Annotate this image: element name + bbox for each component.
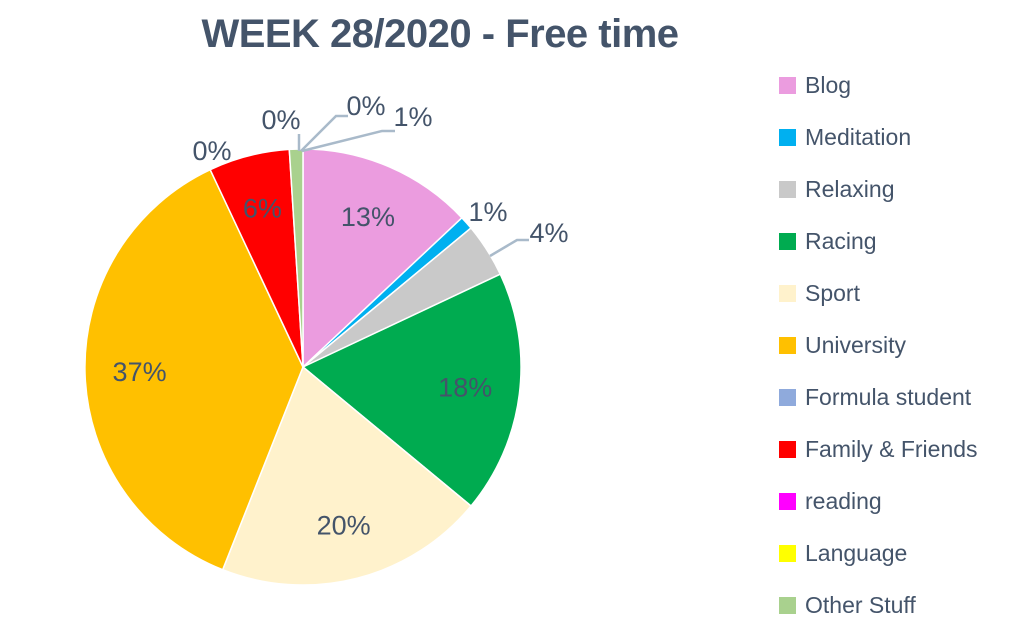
legend-label-family-friends: Family & Friends <box>805 436 978 462</box>
legend-label-blog: Blog <box>805 72 852 98</box>
legend-item-reading: reading <box>779 488 978 514</box>
leader-line-other-stuff <box>301 129 395 153</box>
legend-swatch-reading <box>779 493 796 510</box>
slice-label-formula-student: 0% <box>192 136 231 166</box>
legend-swatch-family-friends <box>779 441 796 458</box>
legend-swatch-language <box>779 545 796 562</box>
pie-slice-university <box>84 168 304 571</box>
legend-swatch-university <box>779 337 796 354</box>
leader-line-relaxing <box>489 238 529 258</box>
slice-label-sport: 20% <box>317 510 371 540</box>
leader-line-language <box>300 114 348 152</box>
legend-item-formula-student: Formula student <box>779 384 978 410</box>
pie-slice-sport <box>221 366 472 586</box>
slice-label-relaxing: 4% <box>529 218 568 248</box>
legend-label-university: University <box>805 332 906 358</box>
legend-item-language: Language <box>779 540 978 566</box>
legend-label-reading: reading <box>805 488 882 514</box>
legend-label-relaxing: Relaxing <box>805 176 895 202</box>
slice-label-blog: 13% <box>341 202 395 232</box>
legend-swatch-relaxing <box>779 181 796 198</box>
legend-item-meditation: Meditation <box>779 124 978 150</box>
legend-label-sport: Sport <box>805 280 860 306</box>
legend-label-formula-student: Formula student <box>805 384 972 410</box>
legend-item-relaxing: Relaxing <box>779 176 978 202</box>
legend-item-sport: Sport <box>779 280 978 306</box>
slice-label-family-friends: 6% <box>243 194 282 224</box>
slice-label-meditation: 1% <box>468 197 507 227</box>
legend-swatch-formula-student <box>779 389 796 406</box>
slice-label-racing: 18% <box>438 372 492 402</box>
legend-swatch-meditation <box>779 129 796 146</box>
slice-label-reading: 0% <box>261 105 300 135</box>
chart-title: WEEK 28/2020 - Free time <box>201 12 679 56</box>
pie-slice-blog <box>302 148 463 368</box>
legend-swatch-other-stuff <box>779 597 796 614</box>
slice-label-university: 37% <box>113 357 167 387</box>
slice-label-language: 0% <box>346 91 385 121</box>
legend-label-other-stuff: Other Stuff <box>805 592 916 618</box>
legend-item-other-stuff: Other Stuff <box>779 592 978 618</box>
legend-swatch-blog <box>779 77 796 94</box>
legend-swatch-sport <box>779 285 796 302</box>
legend-label-racing: Racing <box>805 228 877 254</box>
slice-label-other-stuff: 1% <box>393 102 432 132</box>
legend-label-language: Language <box>805 540 908 566</box>
legend-item-family-friends: Family & Friends <box>779 436 978 462</box>
legend-item-blog: Blog <box>779 72 978 98</box>
pie-slice-racing <box>302 273 522 507</box>
legend-item-racing: Racing <box>779 228 978 254</box>
legend-item-university: University <box>779 332 978 358</box>
legend-swatch-racing <box>779 233 796 250</box>
legend-label-meditation: Meditation <box>805 124 912 150</box>
legend: Blog Meditation Relaxing Racing Sport Univers… <box>779 72 978 618</box>
